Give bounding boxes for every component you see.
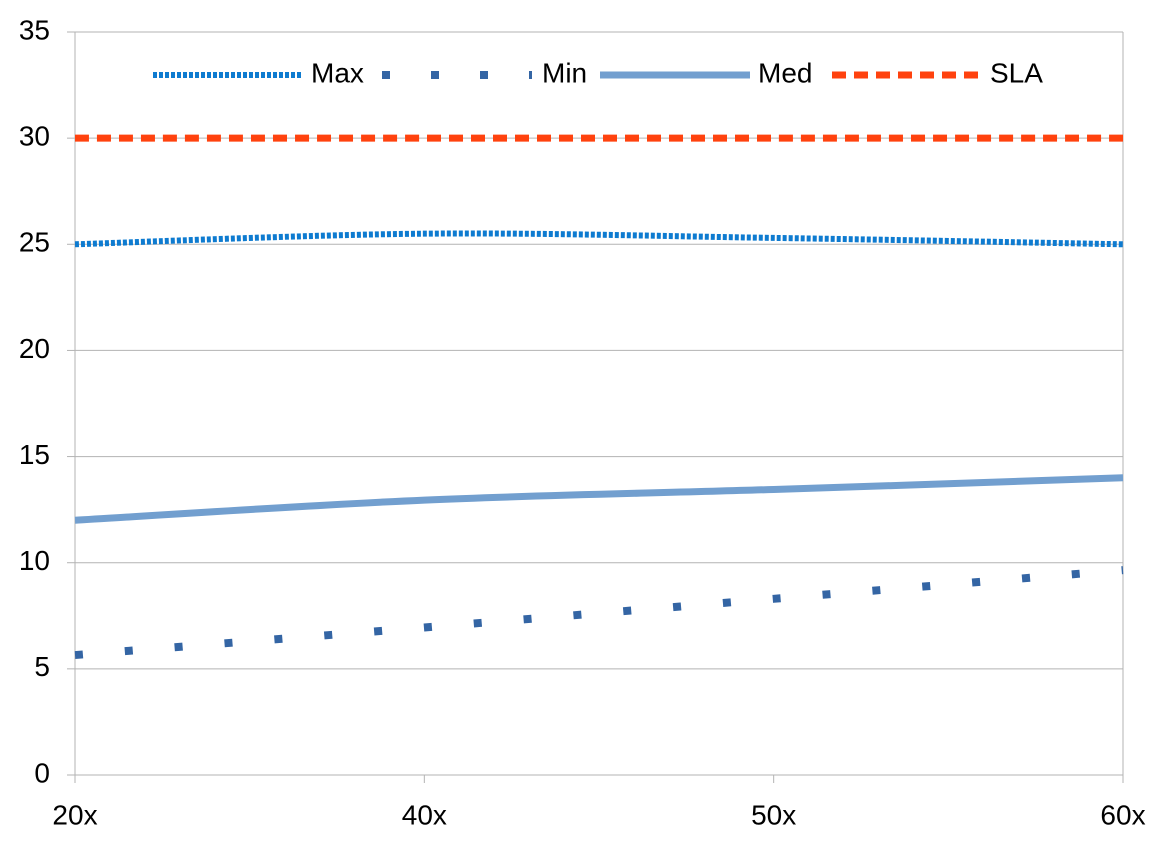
x-tick-label: 20x bbox=[52, 799, 97, 830]
y-tick-label: 25 bbox=[19, 227, 50, 258]
y-tick-label: 30 bbox=[19, 121, 50, 152]
legend-label: Max bbox=[311, 57, 364, 88]
y-tick-label: 0 bbox=[34, 757, 50, 788]
y-tick-label: 5 bbox=[34, 651, 50, 682]
series-line bbox=[74, 474, 1124, 524]
x-tick-label: 40x bbox=[402, 799, 447, 830]
series-line bbox=[74, 566, 1124, 660]
x-tick-label: 60x bbox=[1100, 799, 1145, 830]
y-tick-label: 10 bbox=[19, 545, 50, 576]
x-tick-label: 50x bbox=[751, 799, 796, 830]
y-tick-label: 35 bbox=[19, 14, 50, 45]
series-line bbox=[74, 230, 1124, 248]
legend-label: Med bbox=[758, 57, 812, 88]
legend-label: SLA bbox=[990, 57, 1043, 88]
legend-label: Min bbox=[542, 57, 587, 88]
y-tick-label: 20 bbox=[19, 333, 50, 364]
y-tick-label: 15 bbox=[19, 439, 50, 470]
